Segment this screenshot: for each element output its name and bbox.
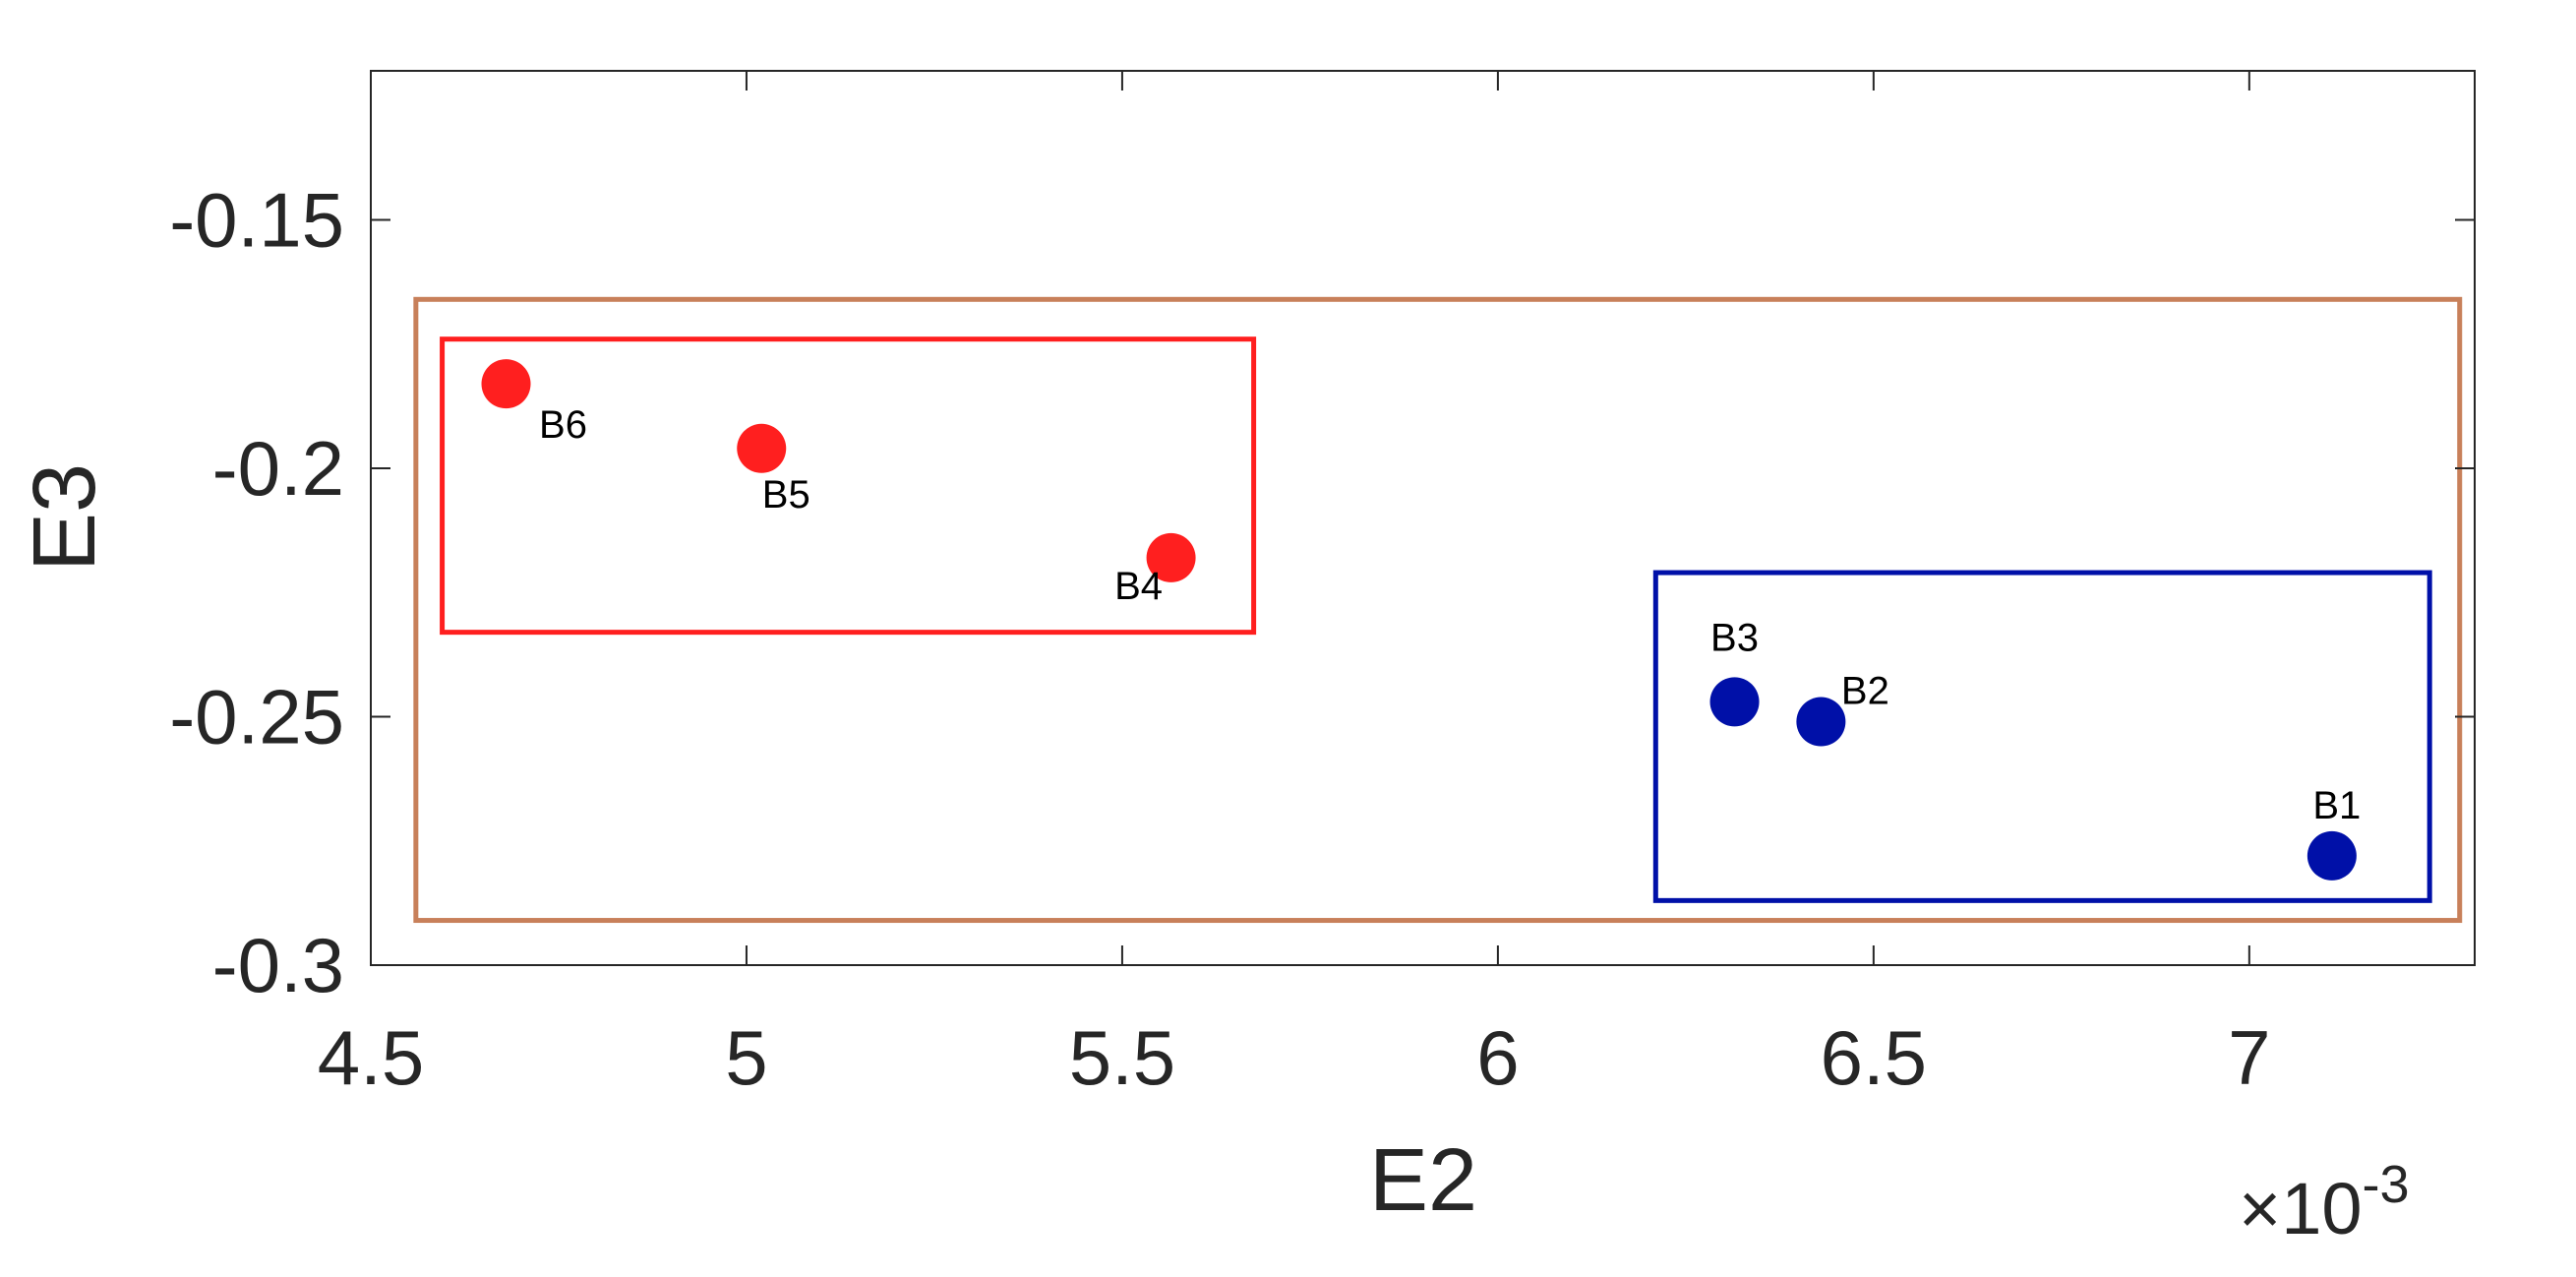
- data-point-b1: [2306, 830, 2357, 881]
- data-point-b5: [737, 423, 787, 473]
- x-tick-label: 4.5: [318, 1014, 424, 1101]
- y-tick-label: -0.3: [212, 922, 344, 1008]
- y-axis-label: E3: [16, 463, 114, 572]
- y-tick-label: -0.15: [169, 177, 344, 264]
- point-label-b3: B3: [1710, 616, 1759, 659]
- data-point-b2: [1796, 697, 1846, 747]
- x-tick-label: 7: [2228, 1014, 2270, 1101]
- point-label-b1: B1: [2312, 784, 2361, 827]
- x-axis-multiplier: ×10-3: [2239, 1155, 2410, 1249]
- group-box-2: [440, 336, 1257, 636]
- y-tick-label: -0.25: [169, 674, 344, 760]
- group-boxes: [413, 296, 2463, 924]
- multiplier-base: ×10: [2239, 1168, 2363, 1249]
- data-point-b6: [481, 359, 531, 409]
- point-label-b5: B5: [762, 473, 810, 517]
- multiplier-exponent: -3: [2363, 1155, 2410, 1214]
- point-label-b6: B6: [539, 403, 587, 447]
- x-axis-label: E2: [1369, 1131, 1477, 1230]
- axis-ticks: [370, 71, 2475, 966]
- point-label-b4: B4: [1114, 565, 1163, 608]
- x-tick-labels: 4.5 5 5.5 6 6.5 7: [318, 1014, 2271, 1101]
- data-point-b4: [1146, 532, 1196, 582]
- y-tick-labels: -0.15 -0.2 -0.25 -0.3: [169, 177, 344, 1009]
- y-tick-label: -0.2: [212, 425, 344, 512]
- plot-area-frame: [370, 70, 2476, 966]
- x-tick-label: 6: [1476, 1014, 1519, 1101]
- group-box-3: [1652, 570, 2432, 903]
- x-tick-label: 5.5: [1069, 1014, 1175, 1101]
- group-box-1: [413, 296, 2463, 924]
- x-tick-label: 6.5: [1821, 1014, 1927, 1101]
- point-labels: B6 B5 B4 B3 B2 B1: [539, 403, 2361, 827]
- x-tick-label: 5: [725, 1014, 767, 1101]
- data-points: [481, 359, 2357, 881]
- point-label-b2: B2: [1841, 670, 1889, 713]
- data-point-b3: [1709, 677, 1760, 727]
